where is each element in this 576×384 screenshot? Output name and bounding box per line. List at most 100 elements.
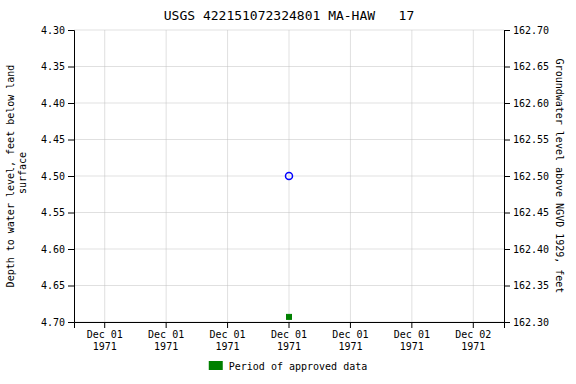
y2-tick: 162.30 [504,317,549,328]
grid-line [289,30,290,322]
tick-mark [68,249,74,250]
tick-mark [504,67,510,68]
tick-label: Dec 011971 [271,329,307,352]
y2-tick: 162.70 [504,25,549,36]
tick-mark [350,322,351,328]
tick-label: Dec 011971 [332,329,368,352]
tick-label: 4.40 [41,98,65,109]
tick-mark [68,103,74,104]
tick-mark [68,322,74,323]
tick-mark [504,103,510,104]
tick-label: 162.60 [513,98,549,109]
tick-mark [68,213,74,214]
tick-label: 4.65 [41,280,65,291]
x-tick: Dec 011971 [332,322,368,352]
legend-label: Period of approved data [229,361,367,372]
x-tick: Dec 011971 [210,322,246,352]
title: USGS 422151072324801 MA-HAW 17 [164,8,414,23]
grid-line [350,30,351,322]
tick-label: 4.45 [41,134,65,145]
tick-mark [104,322,105,328]
y2-tick: 162.55 [504,134,549,145]
tick-mark [166,322,167,328]
tick-label: 4.35 [41,61,65,72]
grid-line [166,30,167,322]
y2-tick: 162.45 [504,207,549,218]
tick-label: 162.45 [513,207,549,218]
grid-line [104,30,105,322]
tick-mark [289,322,290,328]
tick-mark [411,322,412,328]
y-tick: 4.65 [41,280,74,291]
tick-mark [504,140,510,141]
tick-mark [504,249,510,250]
tick-mark [68,67,74,68]
tick-label: 162.55 [513,134,549,145]
tick-label: 162.70 [513,25,549,36]
x-axis: Dec 011971 Dec 011971 Dec 011971 Dec 011971… [75,322,505,352]
y-tick: 4.55 [41,207,74,218]
tick-mark [504,213,510,214]
grid [74,30,504,322]
tick-label: 4.60 [41,244,65,255]
axis-line [68,31,75,323]
tick-label: 4.70 [41,317,65,328]
legend-swatch [209,361,223,370]
tick-label: Dec 021971 [455,329,491,352]
point [286,173,293,180]
x-tick: Dec 011971 [394,322,430,352]
x-tick: Dec 011971 [87,322,123,352]
y-axis: 4.30 4.35 4.40 4.45 4.50 4.55 4.60 4.65 4.70 [41,25,75,328]
legend-item: Period of approved data [209,361,367,372]
tick-label: 162.50 [513,171,549,182]
y2-tick: 162.60 [504,98,549,109]
tick-label: 4.30 [41,25,65,36]
y2-tick: 162.65 [504,61,549,72]
tick-mark [68,30,74,31]
tick-label: 4.50 [41,171,65,182]
tick-mark [227,322,228,328]
y-tick: 4.40 [41,98,74,109]
chart: Dec 011971 Dec 011971 Dec 011971 Dec 011971… [0,0,576,384]
y-tick: 4.60 [41,244,74,255]
y2-axis-title: Groundwater level above NGVD 1929, feet [554,59,565,294]
tick-label: 162.35 [513,280,549,291]
legend: Period of approved data [209,361,367,372]
grid-line [473,30,474,322]
tick-mark [68,140,74,141]
y2-tick: 162.50 [504,171,549,182]
y-tick: 4.45 [41,134,74,145]
tick-label: Dec 011971 [210,329,246,352]
tick-label: 162.40 [513,244,549,255]
y-tick: 4.50 [41,171,74,182]
y-tick: 4.35 [41,61,74,72]
tick-label: Dec 011971 [87,329,123,352]
tick-mark [68,176,74,177]
y-tick: 4.30 [41,25,74,36]
axis-line [75,323,505,329]
x-tick: Dec 011971 [271,322,307,352]
tick-label: 4.55 [41,207,65,218]
x-tick: Dec 021971 [455,322,491,352]
y2-tick: 162.40 [504,244,549,255]
grid-line [227,30,228,322]
tick-mark [504,176,510,177]
tick-label: Dec 011971 [394,329,430,352]
grid-line [411,30,412,322]
x-tick: Dec 011971 [148,322,184,352]
y-axis-title: Depth to water level, feet below land su… [5,65,28,288]
y2-axis: 162.70 162.65 162.60 162.55 162.50 162.45 162.… [504,25,549,328]
tick-mark [68,286,74,287]
y2-tick: 162.35 [504,280,549,291]
point [287,314,292,319]
axis-line [505,31,511,323]
tick-mark [504,322,510,323]
marks [286,173,293,320]
y-tick: 4.70 [41,317,74,328]
tick-mark [504,30,510,31]
tick-mark [504,286,510,287]
tick-label: Dec 011971 [148,329,184,352]
tick-label: 162.65 [513,61,549,72]
tick-mark [473,322,474,328]
tick-label: 162.30 [513,317,549,328]
